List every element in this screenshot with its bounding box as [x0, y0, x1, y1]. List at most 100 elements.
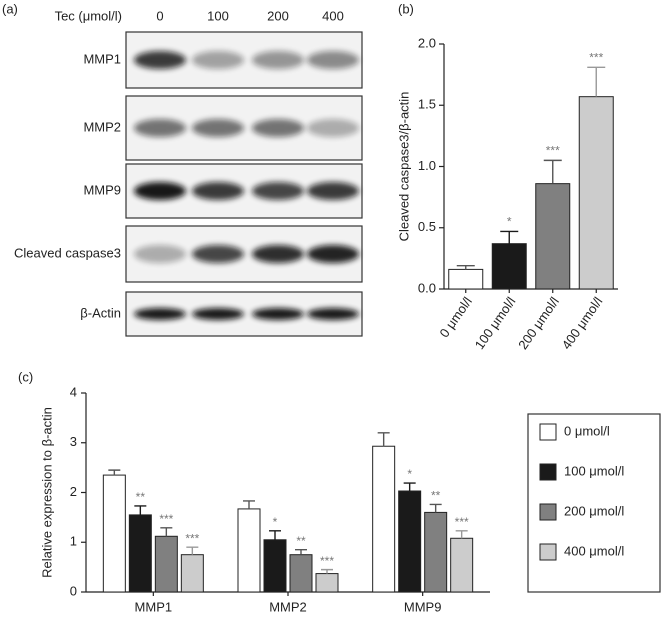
band: [134, 245, 186, 263]
y-axis-label: Relative expression to β-actin: [39, 407, 54, 578]
significance: **: [431, 489, 441, 503]
x-tick-label: 200 μmol/l: [515, 294, 562, 352]
bar: [102, 474, 126, 593]
error-bar: [377, 432, 390, 447]
band: [134, 182, 186, 200]
row-label: β-Actin: [80, 305, 121, 320]
bar: [315, 573, 339, 593]
significance: *: [407, 467, 412, 481]
y-tick-label: 0.0: [418, 280, 436, 295]
significance: **: [296, 534, 306, 548]
legend-swatch: [539, 463, 557, 481]
significance: ***: [589, 50, 603, 64]
error-bar: [134, 505, 147, 515]
bar: [372, 445, 396, 593]
panel-label: (b): [398, 1, 414, 16]
legend-label: 0 μmol/l: [564, 423, 610, 438]
error-bar: [587, 66, 606, 97]
significance: ***: [159, 512, 173, 526]
x-tick-label: 400 μmol/l: [559, 294, 606, 352]
band: [192, 51, 244, 69]
significance: *: [507, 215, 512, 229]
band: [307, 245, 359, 263]
bar: [578, 96, 614, 290]
legend-label: 200 μmol/l: [564, 503, 624, 518]
error-bar: [429, 503, 442, 513]
band: [252, 51, 304, 69]
x-tick-label: MMP9: [404, 599, 442, 614]
y-tick-label: 3: [70, 434, 77, 449]
dose: 0: [156, 8, 163, 23]
band: [192, 245, 244, 263]
dose: 200: [267, 8, 289, 23]
y-tick-label: 0: [70, 583, 77, 598]
band: [134, 119, 186, 137]
bar: [424, 511, 448, 593]
significance: **: [136, 490, 146, 504]
error-bar: [456, 265, 475, 270]
bar: [448, 268, 484, 290]
legend-label: 100 μmol/l: [564, 463, 624, 478]
bar: [154, 535, 178, 593]
band: [192, 308, 244, 320]
error-bar: [160, 527, 173, 537]
y-tick-label: 0.5: [418, 219, 436, 234]
x-tick-label: 100 μmol/l: [472, 294, 519, 352]
band: [307, 182, 359, 200]
x-tick-label: 0 μmol/l: [436, 294, 475, 340]
row-label: MMP1: [83, 51, 121, 66]
dose: 400: [322, 8, 344, 23]
band: [252, 182, 304, 200]
error-bar: [186, 546, 199, 555]
y-tick-label: 1.0: [418, 158, 436, 173]
legend-swatch: [539, 503, 557, 521]
error-bar: [321, 568, 333, 574]
legend-label: 400 μmol/l: [564, 543, 624, 558]
bar: [180, 554, 204, 593]
error-bar: [108, 469, 121, 476]
x-tick-label: MMP1: [135, 599, 173, 614]
row-label: MMP2: [83, 119, 121, 134]
legend-swatch: [539, 543, 557, 561]
bar: [450, 537, 474, 593]
error-bar: [543, 159, 562, 184]
band: [307, 308, 359, 320]
significance: ***: [185, 531, 199, 545]
band: [307, 119, 359, 137]
band: [134, 308, 186, 320]
significance: *: [273, 515, 278, 529]
error-bar: [403, 482, 416, 492]
error-bar: [500, 230, 519, 244]
y-axis-label: Cleaved caspase3/β-actin: [396, 92, 411, 242]
bar: [535, 183, 571, 290]
band: [252, 245, 304, 263]
y-tick-label: 2.0: [418, 35, 436, 50]
row-label: MMP9: [83, 182, 121, 197]
significance: ***: [455, 515, 469, 529]
panel-label: (c): [18, 369, 33, 384]
bar: [263, 539, 287, 593]
band: [192, 119, 244, 137]
x-tick-label: MMP2: [269, 599, 307, 614]
bar: [128, 514, 152, 593]
error-bar: [243, 500, 255, 509]
bar: [491, 243, 527, 290]
dose-label: Tec (μmol/l): [55, 8, 122, 23]
bar: [237, 508, 261, 593]
band: [192, 182, 244, 200]
band: [252, 119, 304, 137]
significance: ***: [320, 554, 334, 568]
y-tick-label: 1.5: [418, 97, 436, 112]
band: [252, 308, 304, 320]
row-label: Cleaved caspase3: [14, 245, 121, 260]
bar: [289, 554, 313, 593]
error-bar: [295, 549, 307, 555]
dose: 100: [207, 8, 229, 23]
y-tick-label: 1: [70, 534, 77, 549]
error-bar: [455, 530, 468, 539]
panel-label: (a): [2, 1, 18, 16]
legend-swatch: [539, 423, 557, 441]
significance: ***: [546, 144, 560, 158]
bar: [398, 490, 422, 593]
